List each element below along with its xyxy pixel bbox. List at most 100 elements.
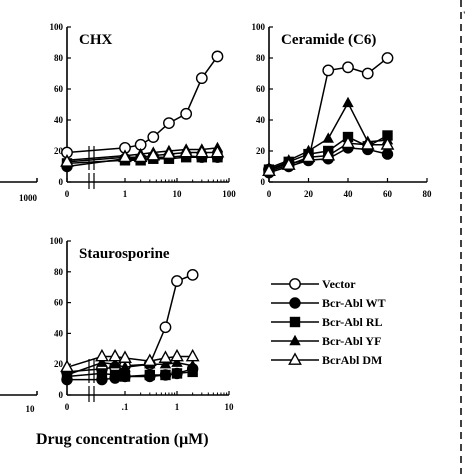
data-point — [163, 117, 175, 130]
data-point — [381, 148, 394, 160]
x-tick-label: 40 — [344, 189, 354, 199]
data-point — [262, 163, 276, 177]
data-point — [133, 149, 148, 163]
x-tick-label: 1 — [123, 189, 128, 199]
data-point — [147, 131, 160, 143]
panel-ceramide: 0 20 40 60 80 100 0 20 40 60 80 Ceramide (C6) — [252, 22, 433, 199]
data-point — [60, 154, 74, 167]
x-tick-label: .1 — [122, 402, 129, 412]
x-tick-label: 80 — [423, 189, 433, 199]
y-tick-label: 60 — [256, 84, 266, 94]
data-point — [185, 348, 200, 362]
data-point — [187, 366, 198, 378]
data-point — [96, 368, 108, 379]
legend-item-bcr-abl-rl: Bcr-Abl RL — [271, 315, 383, 329]
data-point — [160, 369, 171, 381]
panel-staurosporine: 0 20 40 60 80 100 0 .1 1 10 Staurosporine — [50, 236, 235, 412]
legend: Vector Bcr-Abl WT Bcr-Abl RL Bcr-Abl YF BcrA… — [271, 277, 386, 367]
y-tick-label: 20 — [256, 146, 266, 156]
x-tick-label: 10 — [173, 189, 183, 199]
data-point — [96, 356, 108, 367]
series-bcr-abl-yf — [61, 356, 199, 380]
series-bcrabl-dm — [60, 144, 225, 167]
panel-title: Staurosporine — [79, 246, 170, 262]
data-point — [95, 348, 109, 362]
data-point — [360, 137, 375, 150]
data-point — [144, 369, 156, 381]
legend-label: Vector — [322, 277, 356, 291]
data-point — [61, 368, 73, 380]
data-point — [281, 157, 296, 170]
data-point — [301, 149, 316, 163]
y-tick-label: 80 — [256, 53, 266, 63]
data-point — [211, 50, 224, 63]
data-point — [179, 144, 194, 158]
y-tick-label: 20 — [54, 359, 64, 369]
y-tick-label: 0 — [59, 177, 64, 187]
x-tick-label: 0 — [267, 189, 272, 199]
data-point — [186, 359, 199, 370]
legend-label: Bcr-Abl YF — [322, 334, 381, 348]
data-point — [146, 147, 161, 161]
legend-marker — [289, 334, 301, 346]
y-tick-label: 80 — [54, 267, 64, 277]
y-tick-label: 40 — [54, 115, 64, 125]
data-point — [162, 146, 176, 160]
left-partial-tick-bottom: 10 — [26, 404, 36, 414]
y-tick-label: 40 — [256, 115, 266, 125]
panel-title: CHX — [79, 32, 113, 48]
x-tick-label: 60 — [383, 189, 393, 199]
legend-marker — [288, 352, 302, 365]
data-point — [321, 147, 336, 161]
y-tick-label: 80 — [54, 53, 64, 63]
y-tick-label: 100 — [252, 22, 266, 32]
legend-item-vector: Vector — [271, 277, 356, 291]
right-corner-mark: ' — [463, 10, 466, 20]
x-tick-label: 100 — [222, 189, 236, 199]
data-point — [118, 149, 132, 163]
legend-label: Bcr-Abl RL — [322, 315, 383, 329]
legend-marker — [289, 278, 301, 290]
legend-item-bcrabl-dm: BcrAbl DM — [271, 352, 382, 367]
data-point — [180, 107, 193, 120]
data-point — [109, 369, 121, 381]
data-point — [158, 350, 173, 363]
data-point — [170, 348, 184, 362]
data-point — [361, 67, 374, 80]
data-point — [109, 358, 121, 369]
series-vector — [61, 50, 224, 159]
left-partial-tick-top: 1000 — [19, 193, 38, 203]
data-point — [171, 356, 183, 367]
legend-item-bcr-abl-wt: Bcr-Abl WT — [271, 296, 386, 310]
data-point — [342, 96, 354, 108]
legend-label: BcrAbl DM — [322, 353, 382, 367]
x-tick-label: 10 — [225, 402, 235, 412]
series-line — [66, 56, 219, 154]
data-point — [210, 144, 225, 158]
y-tick-label: 20 — [54, 146, 64, 156]
data-point — [108, 348, 122, 362]
x-tick-label: 1 — [175, 402, 180, 412]
y-tick-label: 60 — [54, 84, 64, 94]
x-axis-label: Drug concentration (μM) — [36, 431, 209, 448]
panel-title: Ceramide (C6) — [281, 32, 376, 48]
data-point — [186, 268, 199, 281]
data-point — [380, 137, 395, 150]
data-point — [322, 64, 335, 77]
y-tick-label: 100 — [50, 236, 64, 246]
data-point — [159, 321, 172, 334]
data-point — [194, 144, 209, 158]
data-point — [342, 61, 354, 74]
x-tick-label: 0 — [65, 402, 70, 412]
legend-marker — [289, 297, 301, 309]
data-point — [159, 358, 172, 369]
data-point — [142, 353, 157, 367]
data-point — [171, 275, 183, 287]
y-tick-label: 100 — [50, 22, 64, 32]
y-tick-label: 0 — [59, 390, 64, 400]
data-point — [119, 361, 131, 372]
data-point — [341, 135, 355, 149]
left-partial-panels: 1000 10 — [0, 178, 38, 414]
